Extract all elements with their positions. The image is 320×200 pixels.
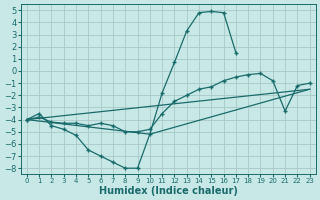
X-axis label: Humidex (Indice chaleur): Humidex (Indice chaleur): [99, 186, 238, 196]
